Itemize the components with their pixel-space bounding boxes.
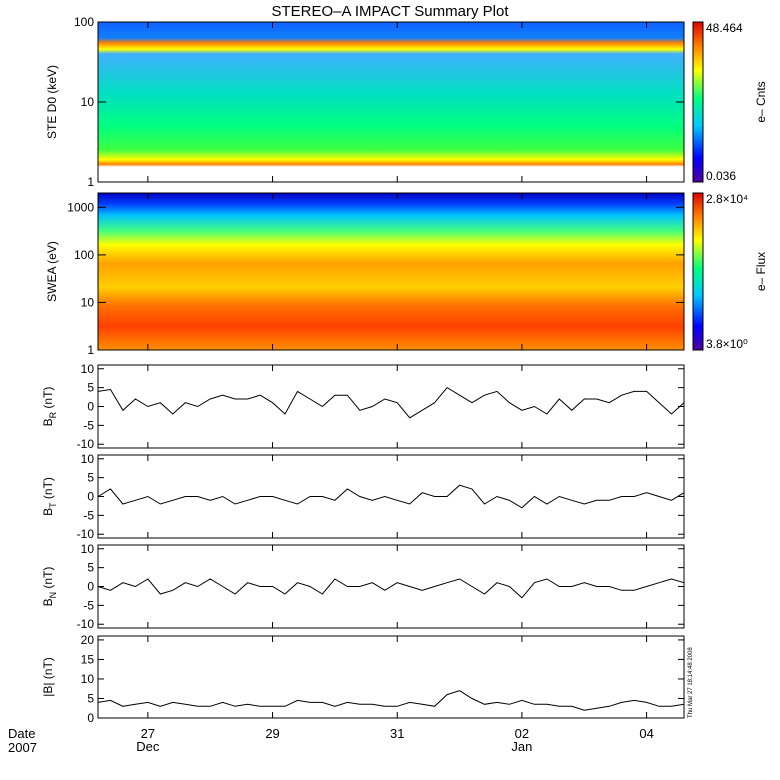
panel-frame [97, 21, 685, 183]
y-tick-label: 10 [81, 295, 95, 309]
y-tick-label: -10 [77, 527, 95, 541]
y-tick-label: 10 [81, 95, 95, 109]
x-month-label: Jan [511, 739, 532, 754]
y-tick-label: 0 [87, 400, 94, 414]
y-axis-label: BT (nT) [41, 477, 58, 516]
colorbar-title: e– Cnts [754, 81, 768, 122]
plot-title: STEREO–A IMPACT Summary Plot [271, 3, 509, 20]
y-tick-label: 10 [81, 542, 95, 556]
colorbar-min-label: 0.036 [706, 169, 736, 183]
spectrogram-image [98, 22, 684, 182]
y-tick-label: -5 [83, 418, 94, 432]
y-tick-label: 100 [74, 15, 94, 29]
y-tick-label: -10 [77, 617, 95, 631]
x-tick-label: 04 [639, 726, 653, 741]
colorbar-min-label: 3.8×10⁰ [706, 337, 748, 351]
colorbar-max-label: 2.8×10⁴ [706, 192, 748, 206]
series-line [97, 484, 685, 509]
colorbar [692, 192, 704, 351]
y-tick-label: 5 [87, 471, 94, 485]
y-tick-label: 10 [81, 362, 95, 376]
y-tick-label: -5 [83, 508, 94, 522]
y-axis-label: STE D0 (keV) [45, 65, 59, 139]
panel-frame [97, 454, 685, 539]
y-tick-label: 5 [87, 381, 94, 395]
date-label: Date [8, 726, 35, 741]
series-line [97, 386, 685, 419]
y-tick-label: 0 [87, 490, 94, 504]
panel-frame [97, 544, 685, 629]
y-tick-label: 10 [81, 452, 95, 466]
y-axis-label: BR (nT) [41, 387, 58, 427]
x-tick-label: 31 [390, 726, 404, 741]
panel-frame [97, 364, 685, 449]
x-tick-label: 27 [141, 726, 155, 741]
colorbar-title: e– Flux [754, 252, 768, 291]
spectrogram-image [98, 193, 684, 350]
y-tick-label: 0 [87, 711, 94, 725]
x-tick-label: 02 [515, 726, 529, 741]
year-label: 2007 [8, 740, 37, 755]
colorbar-max-label: 48.464 [706, 21, 743, 35]
y-axis-label: SWEA (eV) [45, 241, 59, 302]
x-month-label: Dec [136, 739, 160, 754]
colorbar [692, 21, 704, 183]
y-axis-label: |B| (nT) [41, 657, 55, 697]
y-tick-label: 20 [81, 633, 95, 647]
y-tick-label: 5 [87, 561, 94, 575]
panel-frame [97, 635, 685, 719]
series-line [97, 578, 685, 599]
y-tick-label: 15 [81, 652, 95, 666]
timestamp-stamp: Thu Mar 27 18:14:48 2008 [688, 647, 694, 718]
y-tick-label: -5 [83, 598, 94, 612]
panel-frame [97, 192, 685, 351]
y-tick-label: 1000 [67, 200, 94, 214]
y-tick-label: 0 [87, 580, 94, 594]
y-tick-label: -10 [77, 437, 95, 451]
x-tick-label: 29 [265, 726, 279, 741]
y-tick-label: 1 [87, 343, 94, 357]
y-axis-label: BN (nT) [41, 567, 58, 607]
y-tick-label: 10 [81, 672, 95, 686]
series-line [97, 690, 685, 711]
y-tick-label: 1 [87, 175, 94, 189]
y-tick-label: 5 [87, 691, 94, 705]
y-tick-label: 100 [74, 248, 94, 262]
